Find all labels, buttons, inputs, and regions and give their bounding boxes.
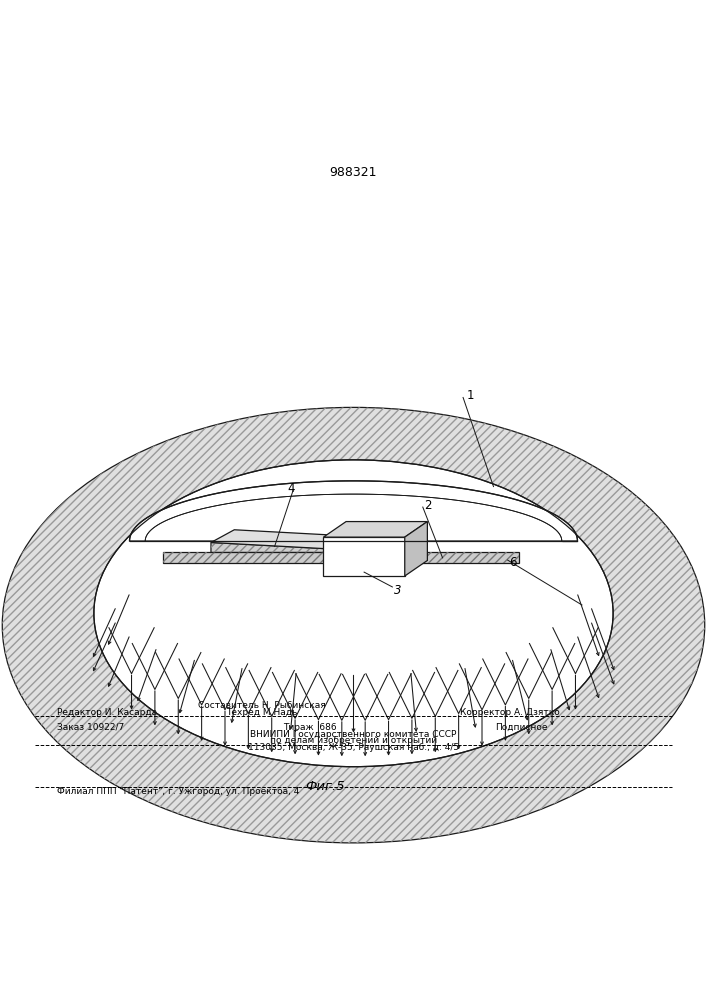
Text: Редактор И. Касарда: Редактор И. Касарда (57, 708, 157, 717)
Text: Техред М.Надь: Техред М.Надь (226, 708, 297, 717)
Text: 4: 4 (288, 482, 296, 495)
Bar (163, 552, 333, 563)
Text: Подписное: Подписное (495, 723, 547, 732)
Ellipse shape (2, 407, 705, 843)
Text: 113035, Москва, Ж-35, Раушская наб., д. 4/5: 113035, Москва, Ж-35, Раушская наб., д. … (248, 743, 459, 752)
Text: 1: 1 (467, 389, 474, 402)
Text: Фиг.5: Фиг.5 (305, 780, 345, 793)
Polygon shape (324, 522, 427, 537)
Bar (374, 552, 519, 563)
Polygon shape (129, 481, 578, 541)
Bar (163, 552, 333, 563)
Text: 6: 6 (509, 556, 517, 569)
Text: Заказ 10922/7: Заказ 10922/7 (57, 723, 124, 732)
Text: Филиал ППП "Патент", г. Ужгород, ул. Проектоа, 4: Филиал ППП "Патент", г. Ужгород, ул. Про… (57, 787, 299, 796)
Polygon shape (211, 542, 349, 552)
Polygon shape (324, 537, 404, 576)
Text: 3: 3 (394, 584, 402, 597)
Text: 2: 2 (424, 499, 432, 512)
Polygon shape (211, 530, 372, 550)
Text: Корректор А. Дзятко: Корректор А. Дзятко (460, 708, 559, 717)
Ellipse shape (94, 460, 613, 767)
Text: Составитель Н. Рыбинская: Составитель Н. Рыбинская (198, 701, 325, 710)
Polygon shape (404, 522, 427, 576)
Bar (374, 552, 519, 563)
Text: 988321: 988321 (329, 166, 378, 179)
Text: Тираж  686: Тираж 686 (283, 723, 337, 732)
Text: ВНИИПИ Государственного комитета СССР: ВНИИПИ Государственного комитета СССР (250, 730, 457, 739)
Text: по делам изобретений и открытий: по делам изобретений и открытий (270, 736, 437, 745)
